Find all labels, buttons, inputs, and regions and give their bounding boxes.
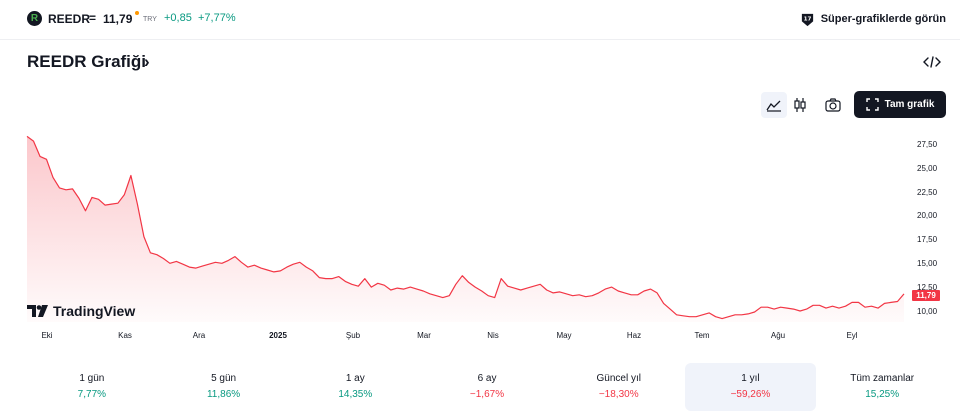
fullscreen-icon (865, 98, 879, 111)
x-axis-tick-label: Mar (417, 331, 431, 340)
y-axis-tick-label: 10,00 (917, 306, 938, 316)
last-price-label: 11,79 (912, 290, 940, 301)
x-axis-tick-label: Tem (694, 331, 710, 340)
period-change-value: 14,35% (338, 389, 373, 400)
chart-title[interactable]: REEDR Grafiği (27, 52, 147, 71)
symbol-logo[interactable]: R (27, 11, 42, 26)
super-chart-label: Süper-grafiklerde görün (820, 13, 946, 25)
y-axis-tick-label: 22,50 (917, 187, 938, 197)
period-tab[interactable]: Güncel yıl −18,30% (553, 363, 685, 411)
period-change-value: −1,67% (469, 389, 505, 400)
embed-code-icon[interactable] (923, 55, 941, 69)
x-axis-tick-label: Nis (487, 331, 499, 340)
price-change-percent: +7,77% (198, 12, 236, 24)
tradingview-logo-icon (27, 305, 48, 317)
period-tab[interactable]: 1 ay 14,35% (289, 363, 421, 411)
tradingview-wordmark: TradingView (53, 303, 136, 319)
x-axis-tick-label: Kas (118, 331, 132, 340)
camera-icon (825, 98, 841, 112)
price-change: +0,85 (164, 12, 192, 24)
screenshot-button[interactable] (820, 92, 846, 118)
super-chart-link[interactable]: 17 Süper-grafiklerde görün (800, 10, 946, 28)
y-axis-tick-label: 27,50 (917, 140, 938, 149)
currency-code: TRY (143, 16, 157, 23)
candlestick-icon (794, 98, 806, 112)
y-axis-tick-label: 12,50 (917, 282, 938, 292)
period-selector: 1 gün 7,77% 5 gün 11,86% 1 ay 14,35% 6 ay −1,67… (26, 363, 948, 411)
x-axis-tick-label: Şub (345, 331, 361, 340)
price-chart[interactable] (0, 128, 960, 343)
symbol-header: R REEDR = 11,79 TRY +0,85 +7,77% 17 Süpe… (0, 0, 960, 40)
period-change-value: −18,30% (598, 389, 639, 400)
period-label: Güncel yıl (596, 373, 641, 384)
period-change-value: 15,25% (865, 389, 900, 400)
y-axis-tick-label: 25,00 (917, 163, 938, 173)
period-tab[interactable]: 6 ay −1,67% (421, 363, 553, 411)
period-label: 1 gün (79, 373, 105, 384)
tradingview-badge-icon: 17 (801, 13, 813, 26)
period-label: 1 ay (345, 373, 365, 384)
x-axis-tick-label: Ağu (770, 331, 786, 340)
market-status-dot-icon (135, 11, 139, 15)
period-change-value: 7,77% (77, 389, 107, 400)
chevron-right-icon[interactable]: › (144, 52, 150, 71)
period-tab[interactable]: 5 gün 11,86% (158, 363, 290, 411)
area-chart-icon (766, 100, 781, 112)
x-axis-tick-label: Eyl (846, 331, 858, 340)
area-chart-button[interactable] (761, 92, 787, 118)
last-price: 11,79 (103, 12, 133, 26)
price-chart-svg (26, 135, 905, 322)
y-axis-tick-label: 17,50 (917, 235, 938, 245)
ticker-symbol[interactable]: REEDR (48, 12, 91, 26)
price-area-fill (27, 136, 904, 322)
period-tab[interactable]: 1 yıl −59,26% (684, 363, 817, 411)
x-axis-tick-label: 2025 (269, 331, 287, 340)
x-axis-tick-label: Haz (626, 331, 642, 340)
period-change-value: −59,26% (730, 389, 771, 400)
price-line (26, 135, 905, 320)
x-axis-tick-label: May (556, 331, 572, 340)
period-tab[interactable]: Tüm zamanlar 15,25% (816, 363, 948, 411)
full-chart-label: Tam grafik (884, 99, 935, 110)
period-change-value: 11,86% (206, 389, 241, 400)
period-label: Tüm zamanlar (850, 373, 915, 384)
tradingview-watermark[interactable]: TradingView (27, 303, 135, 319)
x-axis-tick-label: Ara (192, 331, 206, 340)
candlestick-button[interactable] (787, 92, 813, 118)
equals-sign: = (89, 11, 97, 25)
period-tab[interactable]: 1 gün 7,77% (26, 363, 158, 411)
period-label: 1 yıl (741, 373, 760, 384)
full-chart-button[interactable]: Tam grafik (854, 91, 946, 118)
x-axis-tick-label: Eki (41, 331, 53, 340)
period-label: 5 gün (211, 373, 237, 384)
y-axis-tick-label: 15,00 (917, 259, 938, 268)
y-axis-tick-label: 20,00 (917, 211, 938, 221)
period-label: 6 ay (477, 373, 497, 384)
svg-text:17: 17 (803, 16, 811, 22)
